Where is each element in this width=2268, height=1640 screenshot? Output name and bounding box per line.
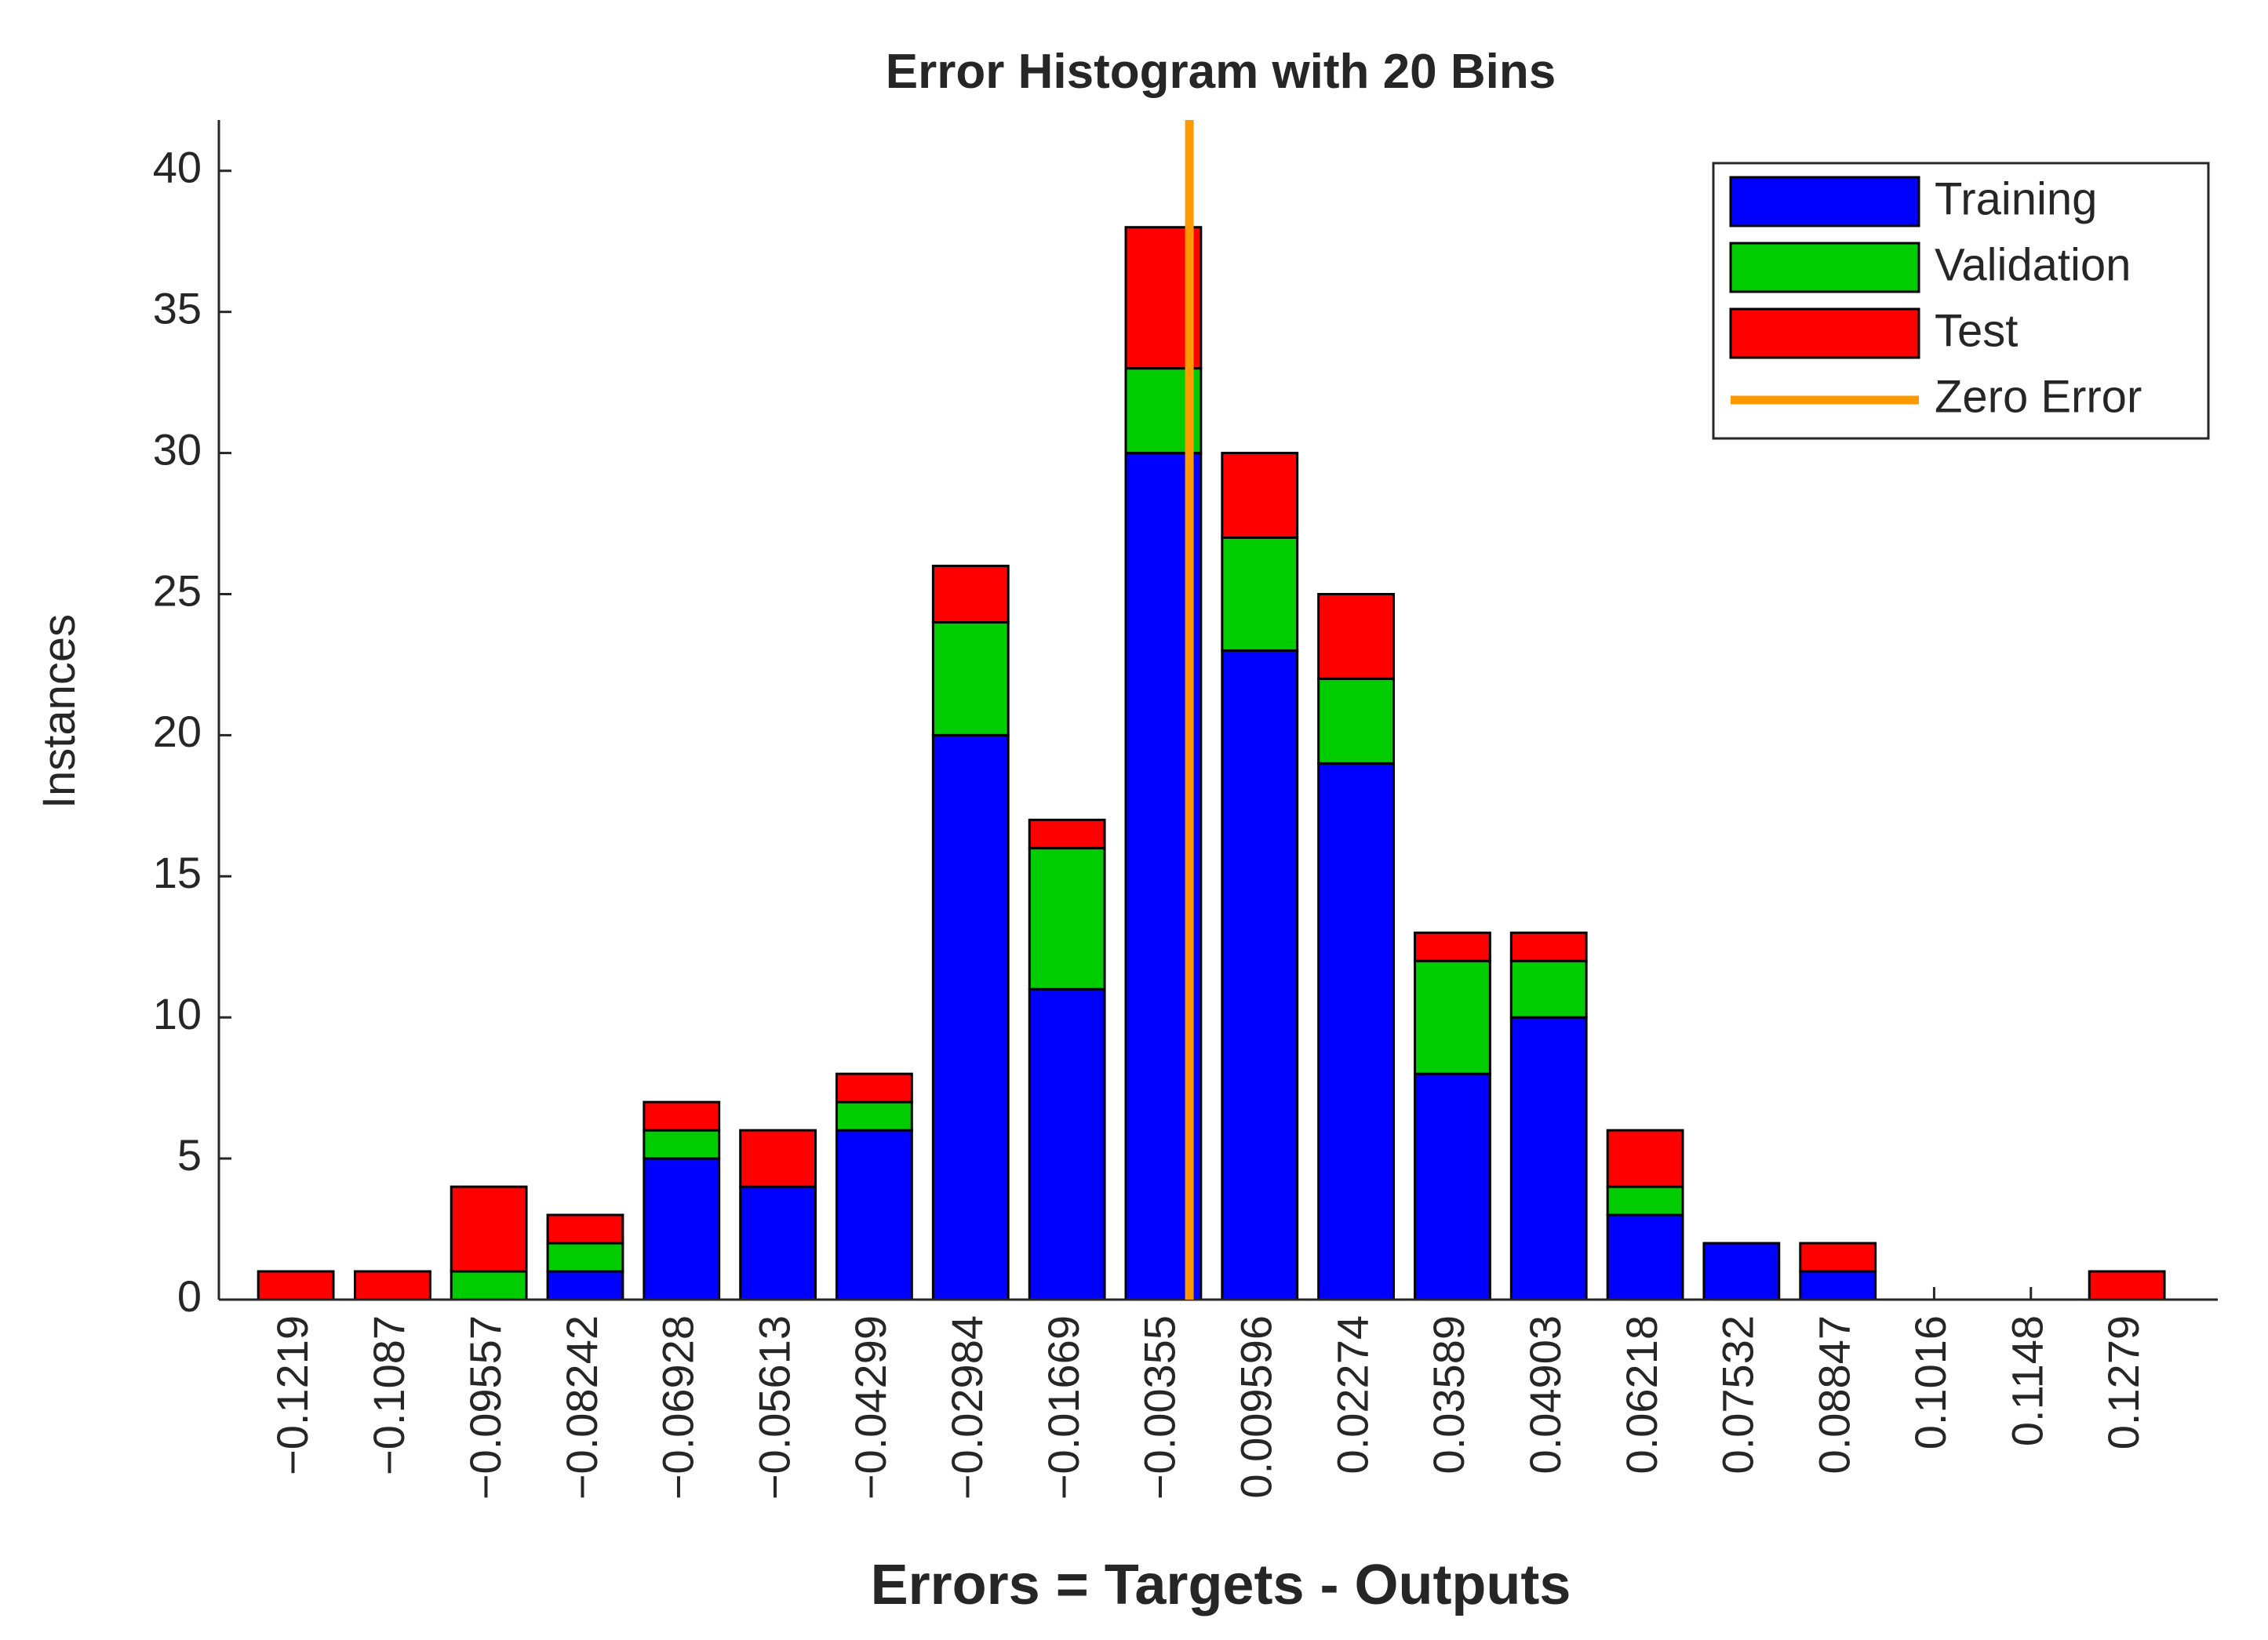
y-tick-label: 25 xyxy=(153,565,202,615)
x-tick-label: 0.1279 xyxy=(2099,1315,2148,1449)
bar-segment xyxy=(1606,1129,1684,1188)
legend-swatch xyxy=(1729,307,1920,359)
bar-segment xyxy=(1028,846,1106,991)
bar-segment xyxy=(1702,1242,1781,1301)
x-tick-label: −0.01669 xyxy=(1039,1315,1088,1500)
x-tick-label: 0.07532 xyxy=(1713,1315,1763,1474)
bar-segment xyxy=(450,1185,528,1273)
x-tick-label: −0.00355 xyxy=(1135,1315,1185,1500)
bar-segment xyxy=(835,1129,913,1301)
bar-segment xyxy=(1414,959,1491,1075)
x-tick-label: −0.1219 xyxy=(268,1315,317,1475)
bar-segment xyxy=(1028,987,1106,1301)
x-tick-label: 0.02274 xyxy=(1327,1315,1377,1474)
legend-label: Zero Error xyxy=(1935,371,2142,422)
x-tick-label: 0.1016 xyxy=(1906,1315,1955,1449)
x-tick-label: 0.009596 xyxy=(1232,1315,1281,1499)
y-tick-label: 0 xyxy=(177,1271,202,1321)
y-tick-label: 5 xyxy=(177,1130,202,1180)
x-tick-label: −0.05613 xyxy=(749,1315,799,1500)
bar-segment xyxy=(739,1185,817,1301)
bar-segment xyxy=(354,1270,431,1301)
legend-label: Test xyxy=(1935,305,2018,356)
bar-segment xyxy=(1509,931,1588,962)
bar-segment xyxy=(1606,1185,1684,1216)
bar-segment xyxy=(1221,649,1299,1301)
x-tick-label: −0.04299 xyxy=(846,1315,895,1500)
bar-segment xyxy=(1221,452,1299,540)
bar-segment xyxy=(931,733,1010,1301)
bar-segment xyxy=(1509,959,1588,1019)
x-tick-label: 0.1148 xyxy=(2003,1315,2052,1446)
bar-segment xyxy=(1221,536,1299,652)
bar-segment xyxy=(546,1270,624,1301)
chart-title: Error Histogram with 20 Bins xyxy=(886,45,1556,99)
y-tick-label: 10 xyxy=(153,989,202,1038)
bar-segment xyxy=(2088,1270,2166,1301)
x-axis-label: Errors = Targets - Outputs xyxy=(871,1554,1571,1616)
legend-swatch xyxy=(1729,242,1920,293)
y-axis-label: Instances xyxy=(34,614,85,809)
y-tick-label: 35 xyxy=(153,283,202,333)
bar-segment xyxy=(643,1129,721,1160)
x-tick-label: 0.06218 xyxy=(1617,1315,1666,1474)
bar-segment xyxy=(1317,762,1395,1301)
x-tick-label: −0.08242 xyxy=(557,1315,606,1500)
x-tick-label: 0.08847 xyxy=(1810,1315,1859,1474)
bar-segment xyxy=(1799,1270,1877,1301)
bar-segment xyxy=(450,1270,528,1301)
bar-segment xyxy=(739,1129,817,1188)
y-tick-label: 15 xyxy=(153,848,202,897)
x-tick-label: −0.1087 xyxy=(364,1315,413,1475)
x-tick-label: −0.02984 xyxy=(942,1315,992,1500)
bar-segment xyxy=(643,1157,721,1301)
x-tick-label: −0.09557 xyxy=(461,1315,510,1500)
legend-label: Validation xyxy=(1935,239,2131,290)
bar-segment xyxy=(257,1270,335,1301)
bar-segment xyxy=(1606,1213,1684,1301)
x-tick-label: 0.03589 xyxy=(1424,1315,1473,1474)
bar-segment xyxy=(835,1100,913,1132)
x-tick-label: 0.04903 xyxy=(1520,1315,1570,1474)
bar-segment xyxy=(1317,592,1395,680)
bar-segment xyxy=(931,564,1010,624)
bar-segment xyxy=(1317,677,1395,765)
bar-segment xyxy=(1414,1072,1491,1301)
bar-segment xyxy=(546,1213,624,1245)
y-tick-label: 40 xyxy=(153,143,202,192)
bar-segment xyxy=(1799,1242,1877,1273)
bar-segment xyxy=(1414,931,1491,962)
bar-segment xyxy=(1028,818,1106,849)
bar-segment xyxy=(546,1242,624,1273)
y-tick-label: 30 xyxy=(153,424,202,474)
y-tick-label: 20 xyxy=(153,707,202,756)
bar-segment xyxy=(1509,1016,1588,1301)
bar-segment xyxy=(835,1072,913,1104)
bar-segment xyxy=(643,1100,721,1132)
legend-swatch xyxy=(1729,176,1920,227)
x-tick-label: −0.06928 xyxy=(653,1315,703,1500)
bar-segment xyxy=(931,620,1010,736)
legend-label: Training xyxy=(1935,173,2097,224)
